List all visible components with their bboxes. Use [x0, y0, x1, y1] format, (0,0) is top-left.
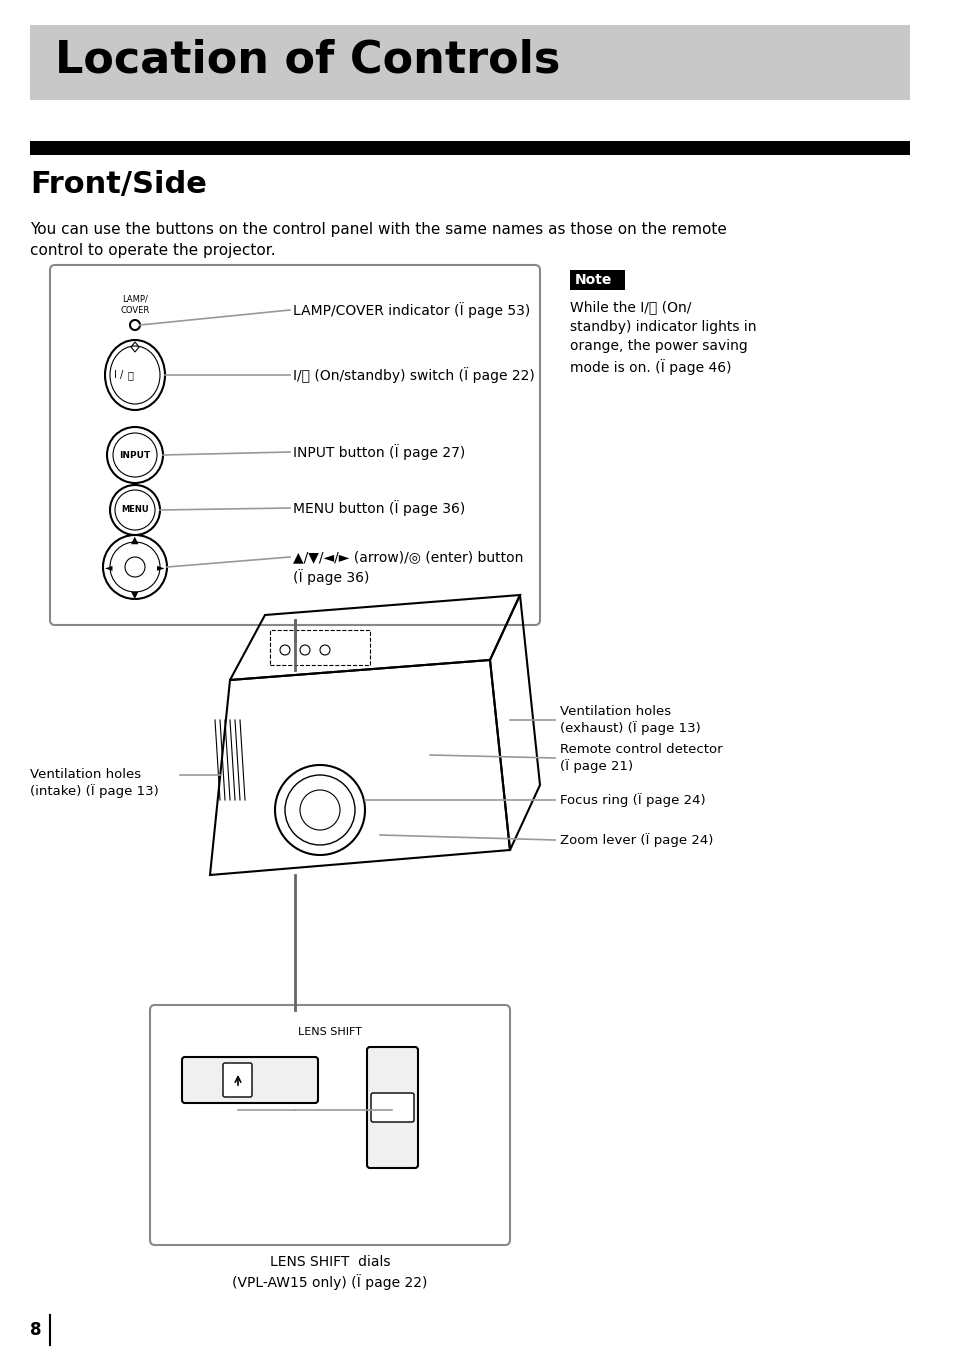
Text: INPUT button (Ï page 27): INPUT button (Ï page 27): [293, 443, 465, 460]
FancyBboxPatch shape: [30, 24, 909, 100]
FancyBboxPatch shape: [50, 265, 539, 625]
FancyBboxPatch shape: [371, 1092, 414, 1122]
Text: LAMP/COVER indicator (Ï page 53): LAMP/COVER indicator (Ï page 53): [293, 301, 530, 318]
Text: ▲: ▲: [132, 535, 138, 545]
Text: You can use the buttons on the control panel with the same names as those on the: You can use the buttons on the control p…: [30, 222, 726, 258]
Text: Ventilation holes
(intake) (Ï page 13): Ventilation holes (intake) (Ï page 13): [30, 768, 158, 798]
Bar: [569, 270, 624, 289]
FancyBboxPatch shape: [223, 1063, 252, 1096]
FancyBboxPatch shape: [182, 1057, 317, 1103]
Text: LENS SHIFT: LENS SHIFT: [297, 1028, 361, 1037]
FancyBboxPatch shape: [367, 1046, 417, 1168]
Text: Zoom lever (Ï page 24): Zoom lever (Ï page 24): [559, 833, 713, 846]
Text: Focus ring (Ï page 24): Focus ring (Ï page 24): [559, 794, 705, 807]
Text: LAMP/
COVER: LAMP/ COVER: [120, 295, 150, 315]
Text: I/⏻ (On/standby) switch (Ï page 22): I/⏻ (On/standby) switch (Ï page 22): [293, 366, 535, 383]
Text: ⏻: ⏻: [127, 370, 132, 380]
Text: ▲/▼/◄/► (arrow)/◎ (enter) button
(Ï page 36): ▲/▼/◄/► (arrow)/◎ (enter) button (Ï page…: [293, 550, 523, 585]
Text: While the I/⏻ (On/
standby) indicator lights in
orange, the power saving
mode is: While the I/⏻ (On/ standby) indicator li…: [569, 300, 756, 376]
Text: ►: ►: [157, 562, 165, 572]
Text: LENS SHIFT  dials
(VPL-AW15 only) (Ï page 22): LENS SHIFT dials (VPL-AW15 only) (Ï page…: [233, 1255, 427, 1290]
Text: Remote control detector
(Ï page 21): Remote control detector (Ï page 21): [559, 742, 721, 773]
Text: Note: Note: [575, 273, 612, 287]
Text: Front/Side: Front/Side: [30, 170, 207, 200]
Text: 8: 8: [30, 1321, 42, 1338]
Text: Ventilation holes
(exhaust) (Ï page 13): Ventilation holes (exhaust) (Ï page 13): [559, 704, 700, 735]
Text: ▼: ▼: [132, 589, 138, 600]
Text: MENU button (Ï page 36): MENU button (Ï page 36): [293, 500, 465, 516]
Text: INPUT: INPUT: [119, 450, 151, 460]
Text: Location of Controls: Location of Controls: [55, 38, 559, 81]
Text: MENU: MENU: [121, 506, 149, 515]
Text: I /: I /: [113, 370, 126, 380]
Bar: [270, 630, 370, 665]
Bar: [30, 141, 909, 155]
Text: ◄: ◄: [105, 562, 112, 572]
FancyBboxPatch shape: [150, 1005, 510, 1245]
